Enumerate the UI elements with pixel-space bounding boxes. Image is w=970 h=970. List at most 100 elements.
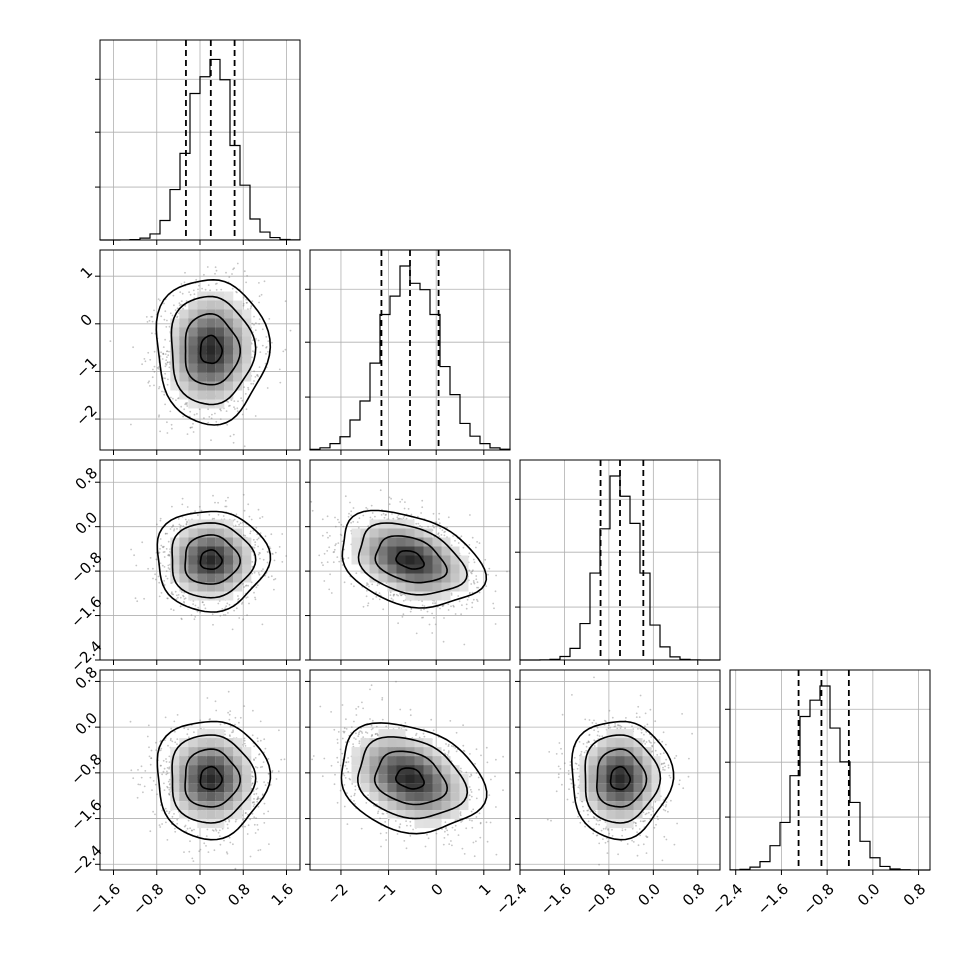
scatter-point xyxy=(404,501,406,503)
scatter-point xyxy=(227,690,230,693)
scatter-point xyxy=(164,377,167,380)
density-cell xyxy=(414,582,424,592)
density-cell xyxy=(423,555,433,565)
density-cell xyxy=(423,582,433,592)
scatter-point xyxy=(186,433,189,435)
scatter-point xyxy=(428,623,431,626)
scatter-point xyxy=(163,393,166,396)
scatter-point xyxy=(469,514,471,516)
scatter-point xyxy=(458,600,461,603)
density-cell xyxy=(206,537,216,547)
scatter-point xyxy=(174,309,177,311)
density-cell xyxy=(188,564,198,574)
scatter-point xyxy=(470,583,473,585)
scatter-point xyxy=(157,298,160,300)
scatter-point xyxy=(450,594,453,596)
scatter-point xyxy=(253,370,256,373)
scatter-point xyxy=(161,358,164,360)
scatter-point xyxy=(180,300,183,302)
scatter-point xyxy=(246,614,249,616)
scatter-point xyxy=(159,519,162,522)
density-cell xyxy=(197,573,207,583)
scatter-point xyxy=(362,605,365,608)
scatter-point xyxy=(415,632,418,635)
scatter-point xyxy=(326,515,329,518)
scatter-point xyxy=(256,584,259,587)
scatter-point xyxy=(484,558,487,561)
scatter-point xyxy=(438,535,440,538)
scatter-point xyxy=(366,582,368,585)
scatter-point xyxy=(225,605,228,608)
scatter-point xyxy=(460,535,463,538)
scatter-point xyxy=(189,410,192,413)
scatter-point xyxy=(261,328,264,331)
density-cell xyxy=(432,582,442,592)
scatter-point xyxy=(159,548,161,550)
density-cell xyxy=(351,528,361,538)
scatter-point xyxy=(420,512,422,514)
density-cell xyxy=(197,327,207,337)
scatter-point xyxy=(433,526,435,529)
scatter-point xyxy=(447,603,450,606)
density-cell xyxy=(188,546,198,556)
scatter-point xyxy=(372,598,374,600)
scatter-point xyxy=(259,849,262,851)
scatter-point xyxy=(201,287,204,290)
scatter-point xyxy=(163,391,166,393)
scatter-point xyxy=(245,298,248,301)
scatter-point xyxy=(245,281,248,284)
scatter-point xyxy=(164,362,167,365)
scatter-point xyxy=(334,516,336,519)
scatter-point xyxy=(368,585,370,588)
scatter-point xyxy=(161,564,164,567)
scatter-point xyxy=(134,597,137,600)
scatter-point xyxy=(236,262,239,265)
scatter-point xyxy=(344,495,347,498)
scatter-point xyxy=(410,513,413,516)
scatter-point xyxy=(326,531,328,534)
scatter-point xyxy=(137,769,139,771)
scatter-point xyxy=(400,594,403,597)
scatter-point xyxy=(421,506,424,509)
scatter-point xyxy=(227,612,229,614)
scatter-point xyxy=(350,514,352,517)
scatter-point xyxy=(198,505,201,508)
scatter-point xyxy=(321,534,324,537)
scatter-point xyxy=(179,605,182,608)
scatter-point xyxy=(450,592,453,595)
scatter-point xyxy=(184,403,187,406)
scatter-point xyxy=(349,501,351,504)
scatter-point xyxy=(219,843,222,846)
scatter-point xyxy=(176,818,179,821)
density-cell xyxy=(188,528,198,538)
scatter-point xyxy=(184,518,187,521)
scatter-point xyxy=(492,602,495,605)
scatter-point xyxy=(257,805,260,808)
scatter-point xyxy=(141,541,144,544)
scatter-point xyxy=(165,570,168,572)
scatter-point xyxy=(262,558,265,561)
scatter-point xyxy=(197,606,200,609)
scatter-point xyxy=(460,613,462,616)
scatter-point xyxy=(250,382,253,385)
scatter-point xyxy=(410,608,413,610)
density-cell xyxy=(197,372,207,382)
scatter-point xyxy=(450,544,453,547)
scatter-point xyxy=(378,598,381,601)
scatter-point xyxy=(161,823,164,825)
scatter-point xyxy=(208,416,211,418)
scatter-point xyxy=(162,377,165,379)
scatter-point xyxy=(350,521,352,524)
scatter-point xyxy=(189,293,192,296)
scatter-point xyxy=(347,515,350,518)
scatter-point xyxy=(466,598,469,601)
scatter-point xyxy=(146,735,149,738)
scatter-point xyxy=(168,350,170,353)
scatter-point xyxy=(254,766,257,768)
scatter-point xyxy=(189,426,192,429)
density-cell xyxy=(405,555,415,565)
scatter-point xyxy=(256,800,258,803)
density-cell xyxy=(405,582,415,592)
scatter-point xyxy=(249,855,252,858)
scatter-point xyxy=(247,388,250,391)
